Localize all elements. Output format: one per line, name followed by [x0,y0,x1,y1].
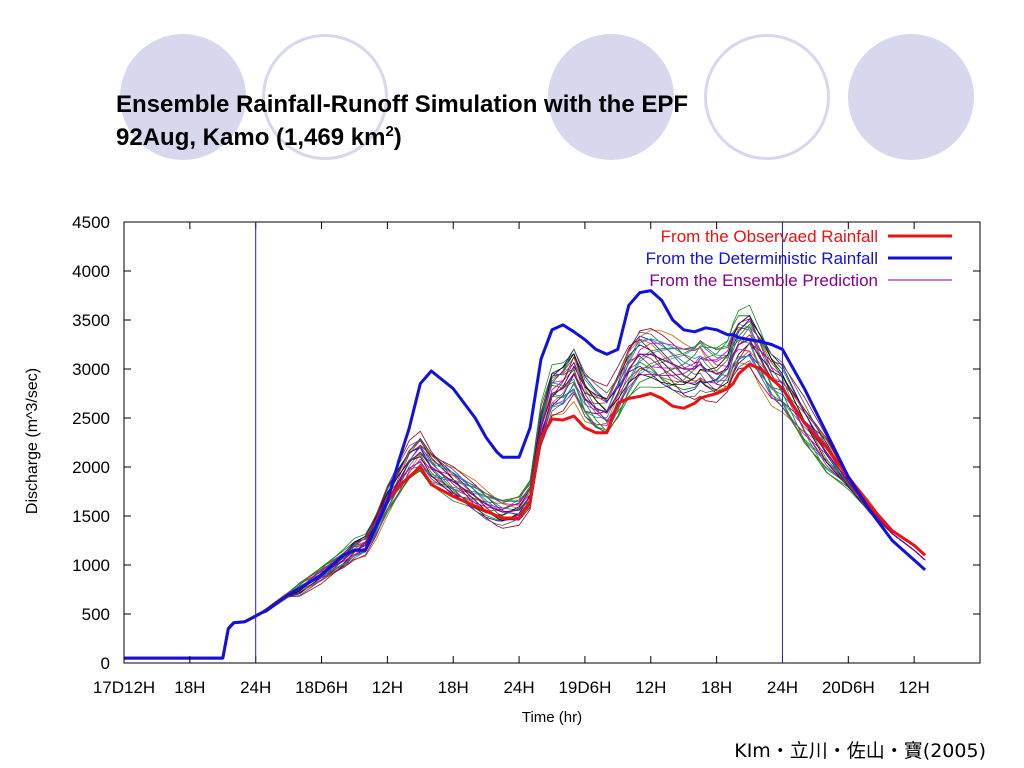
x-tick-label: 18H [701,678,732,697]
ensemble-member-line [124,326,926,659]
decorative-circle-2 [262,34,388,160]
y-tick-label: 2000 [72,458,110,477]
ensemble-member-line [124,326,926,659]
y-tick-label: 1000 [72,556,110,575]
ensemble-member-line [124,336,926,659]
x-tick-label: 24H [767,678,798,697]
decorative-circle-3 [548,34,674,160]
decorative-circle-5 [848,34,974,160]
ensemble-member-line [124,338,926,659]
title-line-2-text: 92Aug, Kamo (1,469 km [116,124,386,151]
y-tick-label: 3000 [72,360,110,379]
decorative-circle-4 [704,34,830,160]
series-line [124,289,927,660]
ensemble-member-line [124,335,926,659]
ensemble-member-line [124,326,926,659]
y-tick-label: 500 [82,605,110,624]
x-tick-label: 12H [635,678,666,697]
title-line-2-end: ) [393,124,402,151]
x-tick-label: 17D12H [93,678,155,697]
y-axis-label: Discharge (m^3/sec) [24,368,41,514]
x-axis-label: Time (hr) [522,709,582,726]
slide-title: Ensemble Rainfall-Runoff Simulation with… [116,88,876,154]
y-tick-label: 3500 [72,311,110,330]
title-superscript: 2 [385,123,394,140]
legend-label: From the Ensemble Prediction [649,271,878,290]
series-layer [124,289,927,660]
x-tick-label: 12H [372,678,403,697]
y-tick-label: 4500 [72,213,110,232]
ensemble-member-line [124,315,926,659]
ensemble-member-line [124,342,926,659]
y-tick-label: 4000 [72,262,110,281]
title-line-2: 92Aug, Kamo (1,469 km2) [116,121,876,154]
series-line [124,362,927,660]
legend-label: From the Deterministic Rainfall [646,249,878,268]
legend-label: From the Observaed Rainfall [661,227,878,246]
discharge-chart: 0 500 1000 1500 2000 2500 3000 3500 4000 4500 17D1… [24,213,981,726]
y-tick-label: 0 [101,654,110,673]
plot-frame [123,221,981,664]
x-tick-label: 24H [240,678,271,697]
y-tick-label: 1500 [72,507,110,526]
ensemble-members [124,304,926,659]
x-tick-label: 19D6H [558,678,611,697]
chart-legend: From the Observaed Rainfall From the Dete… [646,227,952,290]
ensemble-member-line [124,318,926,659]
citation: KIm・立川・佐山・寶(2005) [734,740,986,762]
x-tick-label: 18D6H [295,678,348,697]
y-tick-label: 2500 [72,409,110,428]
x-tick-label: 18H [438,678,469,697]
ensemble-member-line [124,339,926,659]
ensemble-member-line [124,304,926,659]
ensemble-member-line [124,318,926,659]
decorative-circle-1 [120,34,246,160]
ensemble-member-line [124,315,926,659]
axes-layer: 0 500 1000 1500 2000 2500 3000 3500 4000 4500 17D1… [72,213,981,697]
x-tick-label: 12H [899,678,930,697]
title-line-1: Ensemble Rainfall-Runoff Simulation with… [116,91,689,118]
x-tick-label: 24H [503,678,534,697]
x-tick-label: 20D6H [822,678,875,697]
ensemble-member-line [124,328,926,659]
x-tick-label: 18H [174,678,205,697]
